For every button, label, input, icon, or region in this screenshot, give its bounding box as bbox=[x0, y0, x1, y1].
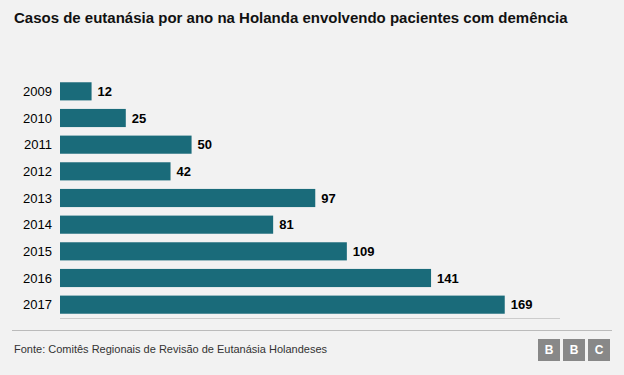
logo: BBC bbox=[538, 339, 610, 361]
logo-letter: C bbox=[588, 339, 610, 361]
chart: 12 25 50 42 97 81 109 141 169 2009 2010 2011 2012 201… bbox=[0, 0, 624, 375]
y-tick-label: 2016 bbox=[23, 271, 52, 286]
data-label: 141 bbox=[437, 271, 459, 286]
data-label: 50 bbox=[198, 137, 212, 152]
bars bbox=[60, 82, 505, 313]
bar bbox=[60, 242, 347, 260]
data-label: 169 bbox=[511, 297, 533, 312]
y-tick-label: 2010 bbox=[23, 111, 52, 126]
bar bbox=[60, 296, 505, 314]
y-tick-label: 2009 bbox=[23, 84, 52, 99]
logo-letter: B bbox=[538, 339, 560, 361]
y-tick-label: 2013 bbox=[23, 191, 52, 206]
title: Casos de eutanásia por ano na Holanda en… bbox=[14, 8, 610, 28]
source: Fonte: Comitês Regionais de Revisão de E… bbox=[14, 343, 327, 355]
y-tick-label: 2012 bbox=[23, 164, 52, 179]
data-label: 12 bbox=[98, 84, 112, 99]
y-tick-label: 2011 bbox=[24, 137, 52, 152]
data-label: 81 bbox=[279, 217, 293, 232]
y-tick-label: 2015 bbox=[23, 244, 52, 259]
data-label: 25 bbox=[132, 111, 146, 126]
bar bbox=[60, 136, 192, 154]
bar bbox=[60, 269, 431, 287]
bar bbox=[60, 162, 171, 180]
logo-letter: B bbox=[563, 339, 585, 361]
bar bbox=[60, 216, 273, 234]
data-label: 42 bbox=[177, 164, 191, 179]
x-axis-line bbox=[60, 318, 560, 319]
y-tick-label: 2017 bbox=[23, 297, 52, 312]
footer-line bbox=[12, 330, 612, 331]
bar bbox=[60, 189, 315, 207]
data-label: 97 bbox=[321, 191, 335, 206]
bar bbox=[60, 82, 92, 100]
bar bbox=[60, 109, 126, 127]
y-tick-label: 2014 bbox=[23, 217, 52, 232]
data-label: 109 bbox=[353, 244, 375, 259]
